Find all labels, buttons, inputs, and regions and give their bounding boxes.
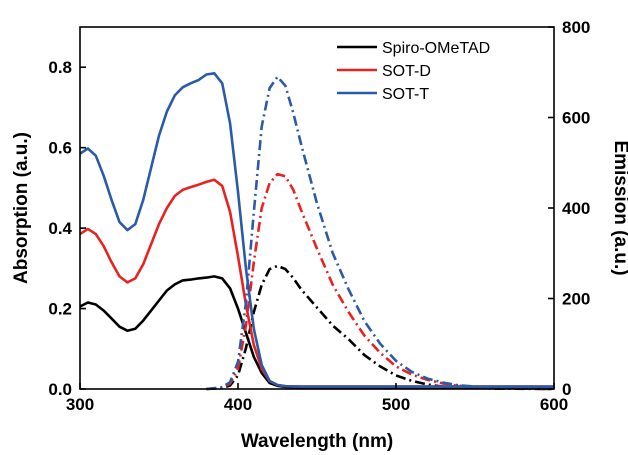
emission-line-spiro-ometad bbox=[206, 264, 555, 391]
y2-tick-label: 0 bbox=[562, 380, 571, 399]
y-tick-label: 0.0 bbox=[48, 380, 72, 399]
x-axis-title: Wavelength (nm) bbox=[241, 431, 393, 452]
y-tick-label: 0.2 bbox=[48, 300, 72, 319]
absorption-line-spiro-ometad bbox=[79, 275, 554, 389]
legend-label-spiro-ometad: Spiro-OMeTAD bbox=[382, 40, 490, 57]
x-tick-label: 300 bbox=[66, 395, 94, 414]
y2-tick-label: 400 bbox=[562, 199, 590, 218]
y-axis-title: Absorption (a.u.) bbox=[11, 132, 32, 284]
y-tick-label: 0.8 bbox=[48, 58, 72, 77]
axis-ticks: 300 400 500 600 0.0 0.2 0.4 0.6 0.8 0 200 400 600 800 bbox=[48, 18, 590, 414]
x-tick-label: 600 bbox=[540, 395, 568, 414]
legend: Spiro-OMeTAD SOT-D SOT-T bbox=[337, 40, 490, 103]
y2-tick-label: 600 bbox=[562, 109, 590, 128]
plot-lines bbox=[79, 72, 555, 391]
absorption-line-sot-t bbox=[79, 72, 554, 388]
y-tick-label: 0.6 bbox=[48, 139, 72, 158]
y2-axis-title: Emission (a.u.) bbox=[610, 140, 628, 275]
y2-tick-label: 800 bbox=[562, 18, 590, 37]
legend-label-sot-d: SOT-D bbox=[382, 63, 431, 80]
x-tick-label: 400 bbox=[224, 395, 252, 414]
legend-label-sot-t: SOT-T bbox=[382, 86, 429, 103]
absorption-line-sot-d bbox=[79, 178, 554, 388]
emission-line-sot-d bbox=[206, 172, 555, 391]
plot-frame bbox=[79, 26, 555, 390]
y2-tick-label: 200 bbox=[562, 290, 590, 309]
y-tick-label: 0.4 bbox=[48, 219, 72, 238]
x-tick-label: 500 bbox=[382, 395, 410, 414]
emission-line-sot-t bbox=[206, 75, 555, 391]
